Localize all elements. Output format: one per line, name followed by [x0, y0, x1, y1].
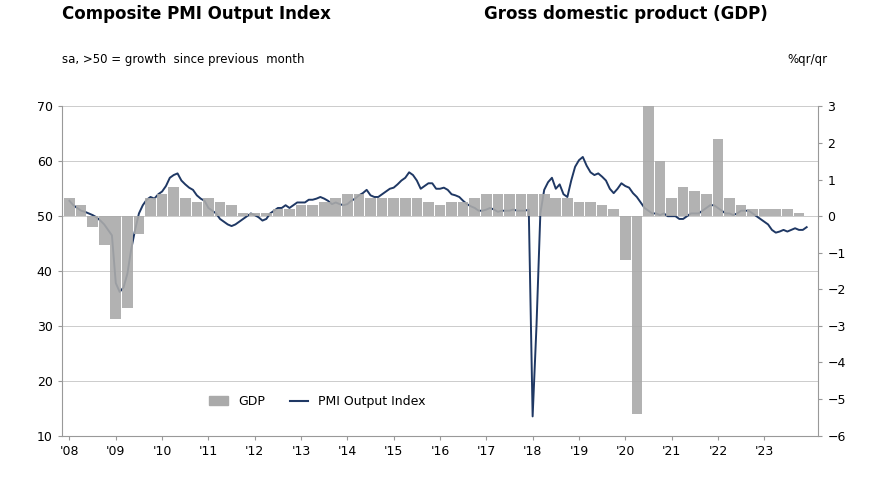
Bar: [365, 198, 376, 216]
Bar: [736, 205, 746, 216]
Bar: [273, 209, 283, 216]
Bar: [771, 209, 781, 216]
Bar: [597, 205, 607, 216]
Bar: [249, 212, 260, 216]
Bar: [701, 194, 712, 216]
Bar: [111, 216, 121, 318]
Bar: [354, 194, 364, 216]
Bar: [493, 194, 503, 216]
Legend: GDP, PMI Output Index: GDP, PMI Output Index: [204, 390, 431, 413]
Bar: [388, 198, 399, 216]
Bar: [446, 201, 457, 216]
Bar: [319, 201, 329, 216]
Bar: [423, 201, 434, 216]
Bar: [469, 198, 480, 216]
Bar: [759, 209, 769, 216]
Bar: [782, 209, 793, 216]
Bar: [377, 198, 387, 216]
Bar: [539, 194, 549, 216]
Bar: [284, 209, 295, 216]
Bar: [713, 139, 723, 216]
Bar: [203, 198, 214, 216]
Bar: [76, 205, 86, 216]
Bar: [87, 216, 98, 227]
Bar: [168, 187, 179, 216]
Bar: [192, 201, 202, 216]
Bar: [180, 198, 191, 216]
Bar: [296, 205, 306, 216]
Bar: [747, 209, 758, 216]
Bar: [551, 198, 561, 216]
Bar: [608, 209, 619, 216]
Bar: [412, 198, 422, 216]
Bar: [504, 194, 515, 216]
Bar: [794, 212, 804, 216]
Bar: [226, 205, 237, 216]
Bar: [122, 216, 133, 308]
Bar: [261, 212, 272, 216]
Bar: [145, 198, 156, 216]
Bar: [99, 216, 109, 245]
Bar: [632, 216, 642, 414]
Bar: [400, 198, 411, 216]
Bar: [562, 198, 573, 216]
Bar: [307, 205, 318, 216]
Bar: [331, 198, 341, 216]
Bar: [620, 216, 631, 260]
Bar: [435, 205, 445, 216]
Bar: [342, 194, 353, 216]
Bar: [64, 198, 75, 216]
Bar: [458, 201, 468, 216]
Bar: [238, 212, 248, 216]
Bar: [134, 216, 144, 234]
Bar: [527, 194, 538, 216]
Bar: [724, 198, 735, 216]
Bar: [516, 194, 526, 216]
Text: Composite PMI Output Index: Composite PMI Output Index: [62, 5, 331, 23]
Text: %qr/qr: %qr/qr: [787, 53, 827, 66]
Bar: [157, 194, 167, 216]
Bar: [574, 201, 584, 216]
Bar: [481, 194, 492, 216]
Bar: [666, 198, 677, 216]
Text: Gross domestic product (GDP): Gross domestic product (GDP): [484, 5, 767, 23]
Bar: [655, 161, 665, 216]
Bar: [689, 191, 700, 216]
Bar: [215, 201, 225, 216]
Bar: [643, 106, 654, 216]
Bar: [678, 187, 688, 216]
Text: sa, >50 = growth  since previous  month: sa, >50 = growth since previous month: [62, 53, 304, 66]
Bar: [585, 201, 596, 216]
